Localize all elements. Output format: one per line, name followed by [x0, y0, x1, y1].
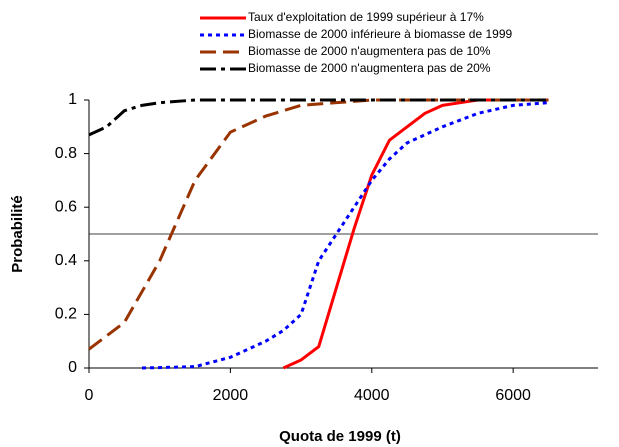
legend-label: Biomasse de 2000 n'augmentera pas de 10% [248, 44, 491, 58]
series-line [88, 98, 549, 137]
legend-label: Biomasse de 2000 inférieure à biomasse d… [248, 27, 512, 41]
legend-label: Biomasse de 2000 n'augmentera pas de 20% [248, 61, 491, 75]
x-axis-label: Quota de 1999 (t) [279, 428, 401, 445]
y-tick-label: 0.8 [55, 145, 77, 162]
y-tick-label: 0.4 [55, 252, 77, 269]
y-tick-label: 0 [68, 359, 77, 376]
y-tick-label: 0.2 [55, 306, 77, 323]
x-tick-label: 0 [85, 387, 94, 404]
series-line [141, 101, 549, 370]
y-tick-label: 1 [68, 91, 77, 108]
series-line [88, 98, 549, 351]
legend-label: Taux d'exploitation de 1999 supérieur à … [248, 10, 484, 24]
x-tick-label: 6000 [495, 387, 531, 404]
x-tick-label: 2000 [213, 387, 249, 404]
x-tick-label: 4000 [354, 387, 390, 404]
y-tick-label: 0.6 [55, 198, 77, 215]
y-axis-label: Probabilité [9, 195, 26, 273]
